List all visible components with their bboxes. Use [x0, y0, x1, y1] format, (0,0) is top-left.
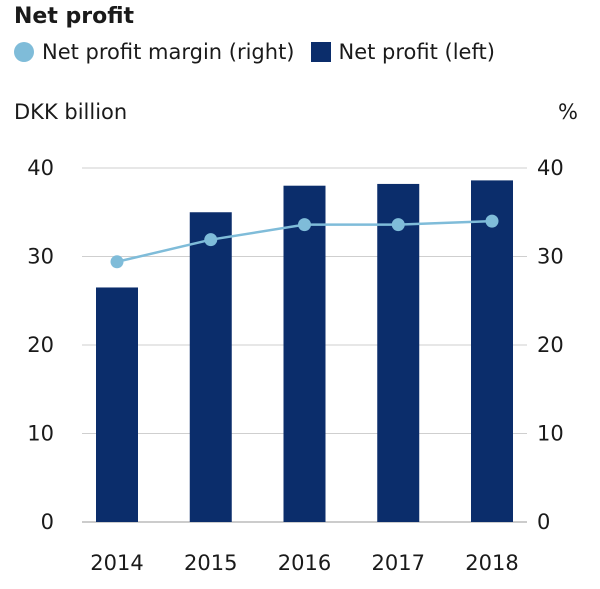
y-tick-label-right: 40 [537, 156, 564, 180]
chart-legend: Net profit margin (right) Net profit (le… [14, 40, 511, 64]
y-tick-label-left: 0 [41, 510, 54, 534]
chart-title: Net profit [14, 4, 135, 29]
point-net-profit-margin [204, 233, 218, 247]
legend-label-margin: Net profit margin (right) [42, 40, 295, 64]
point-net-profit-margin [298, 218, 311, 232]
left-axis-unit: DKK billion [14, 100, 128, 124]
point-net-profit-margin [110, 255, 124, 269]
bar-net-profit [377, 183, 420, 522]
y-tick-label-left: 20 [27, 333, 54, 357]
y-tick-label-left: 40 [27, 156, 54, 180]
bar-net-profit [471, 180, 513, 522]
point-net-profit-margin [485, 214, 499, 228]
x-tick-label: 2017 [372, 551, 425, 575]
y-tick-label-right: 20 [537, 333, 564, 357]
y-tick-label-right: 30 [537, 245, 564, 269]
legend-item-profit: Net profit (left) [310, 40, 495, 64]
x-tick-label: 2014 [90, 551, 143, 575]
legend-label-profit: Net profit (left) [338, 40, 495, 64]
y-tick-label-right: 0 [537, 510, 550, 534]
legend-item-margin: Net profit margin (right) [14, 40, 295, 64]
right-axis-unit: % [558, 100, 578, 124]
y-tick-label-left: 30 [27, 245, 54, 269]
x-tick-label: 2016 [278, 551, 331, 575]
y-tick-label-left: 10 [27, 422, 54, 446]
bar-net-profit [96, 287, 138, 522]
y-tick-label-right: 10 [537, 422, 564, 446]
x-tick-label: 2015 [184, 551, 237, 575]
legend-swatch-margin [14, 42, 34, 62]
x-tick-label: 2018 [465, 551, 518, 575]
bar-net-profit [283, 185, 326, 522]
point-net-profit-margin [391, 218, 405, 232]
legend-swatch-profit [310, 42, 331, 62]
bar-net-profit [189, 212, 232, 522]
